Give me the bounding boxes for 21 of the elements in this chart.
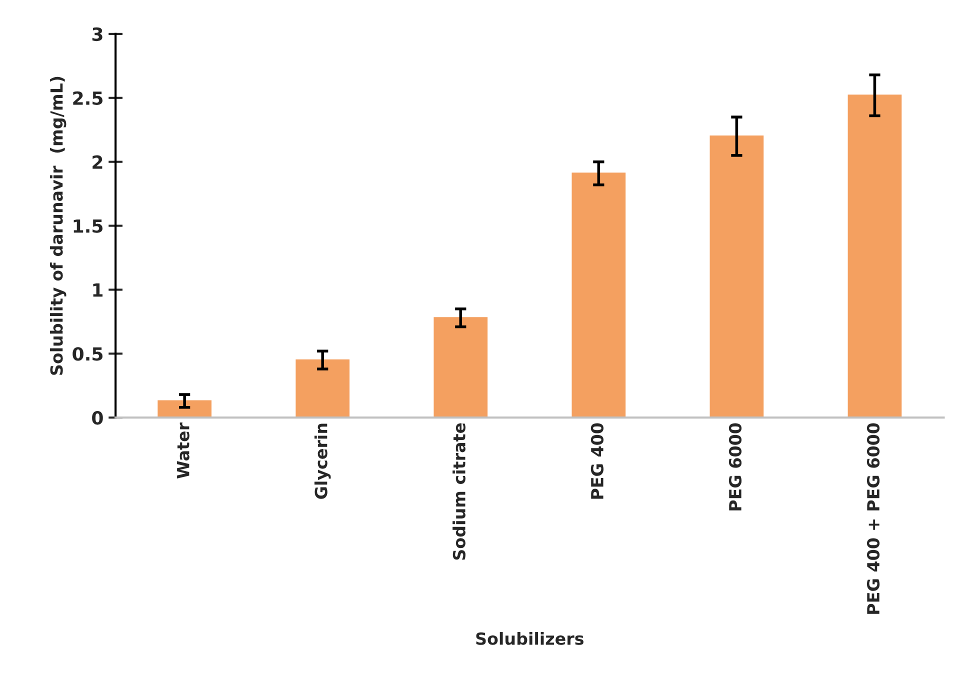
y-tick-label: 0 bbox=[92, 411, 103, 425]
x-axis-title: Solubilizers bbox=[476, 632, 584, 645]
y-axis-title: Solubility of darunavir (mg/mL) bbox=[50, 76, 66, 375]
bar bbox=[158, 400, 212, 418]
y-tick-label: 3 bbox=[92, 27, 102, 42]
bar bbox=[434, 317, 488, 418]
y-tick-label: 2 bbox=[92, 155, 102, 169]
x-tick-label: Sodium citrate bbox=[452, 423, 466, 560]
bar bbox=[710, 136, 764, 418]
y-tick-label: 1.5 bbox=[74, 219, 102, 233]
x-tick-label: PEG 6000 bbox=[728, 423, 742, 510]
x-tick-label: PEG 400 bbox=[590, 423, 604, 499]
x-tick-label: PEG 400 + PEG 6000 bbox=[866, 423, 880, 614]
bar bbox=[848, 94, 902, 418]
x-tick-label: Glycerin bbox=[314, 424, 331, 499]
y-tick-label: 2.5 bbox=[73, 91, 102, 106]
y-tick-label: 1 bbox=[93, 283, 103, 297]
bar bbox=[572, 172, 626, 418]
bar bbox=[296, 359, 350, 418]
x-tick-label: Water bbox=[177, 422, 190, 478]
y-tick-label: 0.5 bbox=[72, 347, 102, 361]
